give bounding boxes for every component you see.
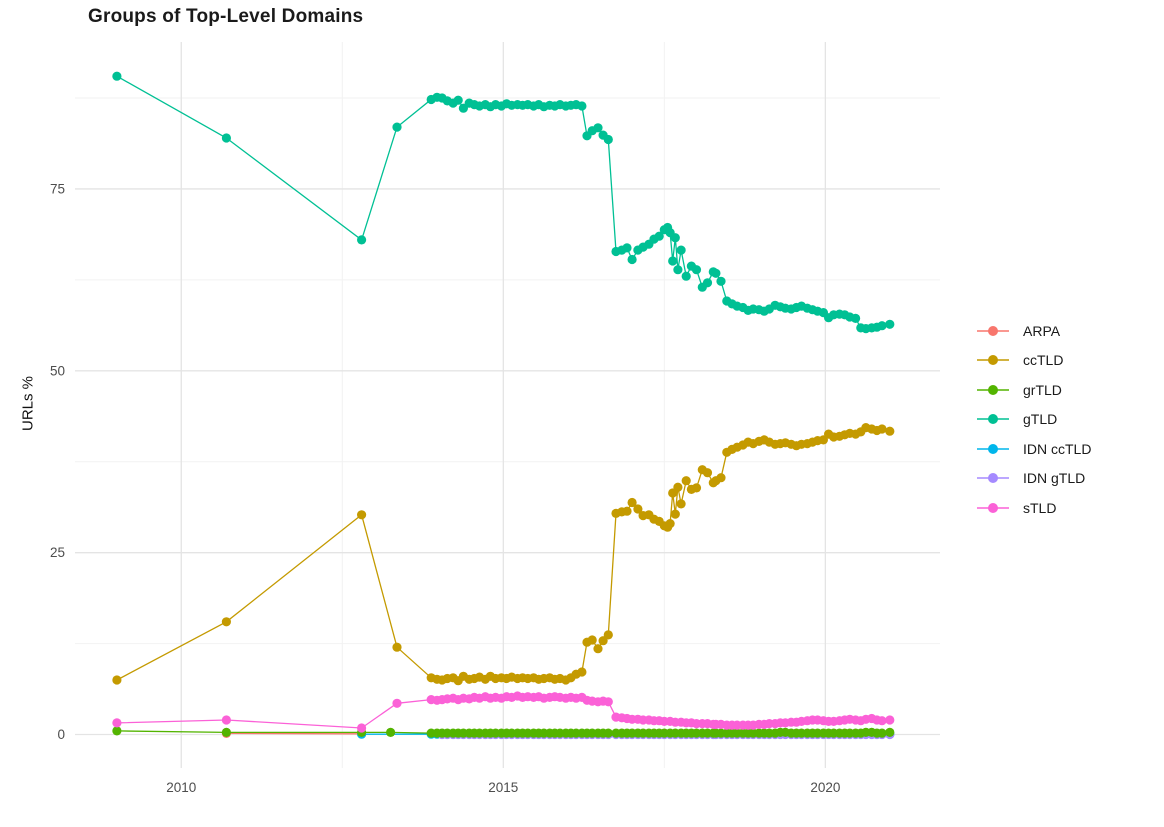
legend-key-icon — [977, 443, 1009, 454]
legend-item-arpa: ARPA — [976, 316, 1091, 346]
x-tick-label: 2010 — [166, 780, 196, 795]
legend-label: IDN ccTLD — [1023, 440, 1092, 457]
legend-item-gtld: gTLD — [976, 405, 1091, 435]
legend-key-icon — [977, 355, 1009, 366]
legend-label: ARPA — [1023, 322, 1061, 339]
legend-key-icon — [977, 384, 1009, 395]
series-stld — [112, 691, 895, 733]
series-grtld — [112, 726, 895, 738]
legend-key-icon — [977, 473, 1009, 484]
y-tick-label: 0 — [57, 727, 65, 742]
legend-key-icon — [977, 325, 1009, 336]
y-tick-label: 25 — [50, 545, 65, 560]
series-arpa — [221, 728, 367, 739]
legend-item-cctld: ccTLD — [976, 346, 1091, 376]
x-tick-label: 2015 — [488, 780, 518, 795]
legend-label: grTLD — [1023, 381, 1062, 398]
legend-label: IDN gTLD — [1023, 470, 1086, 487]
legend-key-icon — [977, 502, 1009, 513]
legend-label: sTLD — [1023, 499, 1057, 516]
series-cctld — [112, 423, 895, 686]
legend-item-idn-cctld: IDN ccTLD — [976, 434, 1091, 464]
legend-item-idn-gtld: IDN gTLD — [976, 464, 1091, 494]
legend-label: gTLD — [1023, 411, 1058, 428]
legend-key-icon — [977, 414, 1009, 425]
chart-title: Groups of Top-Level Domains — [88, 6, 364, 27]
legend: ARPA ccTLD grTLD gTLD IDN ccTLD IDN gTLD sTLD — [976, 316, 1091, 523]
plot-area: 0 25 50 75 2010 2015 2020 — [50, 42, 940, 795]
x-tick-label: 2020 — [810, 780, 840, 795]
series-gtld — [112, 71, 895, 334]
legend-item-stld: sTLD — [976, 493, 1091, 523]
legend-label: ccTLD — [1023, 352, 1064, 369]
y-tick-label: 75 — [50, 181, 65, 196]
legend-item-grtld: grTLD — [976, 375, 1091, 405]
y-tick-label: 50 — [50, 363, 65, 378]
